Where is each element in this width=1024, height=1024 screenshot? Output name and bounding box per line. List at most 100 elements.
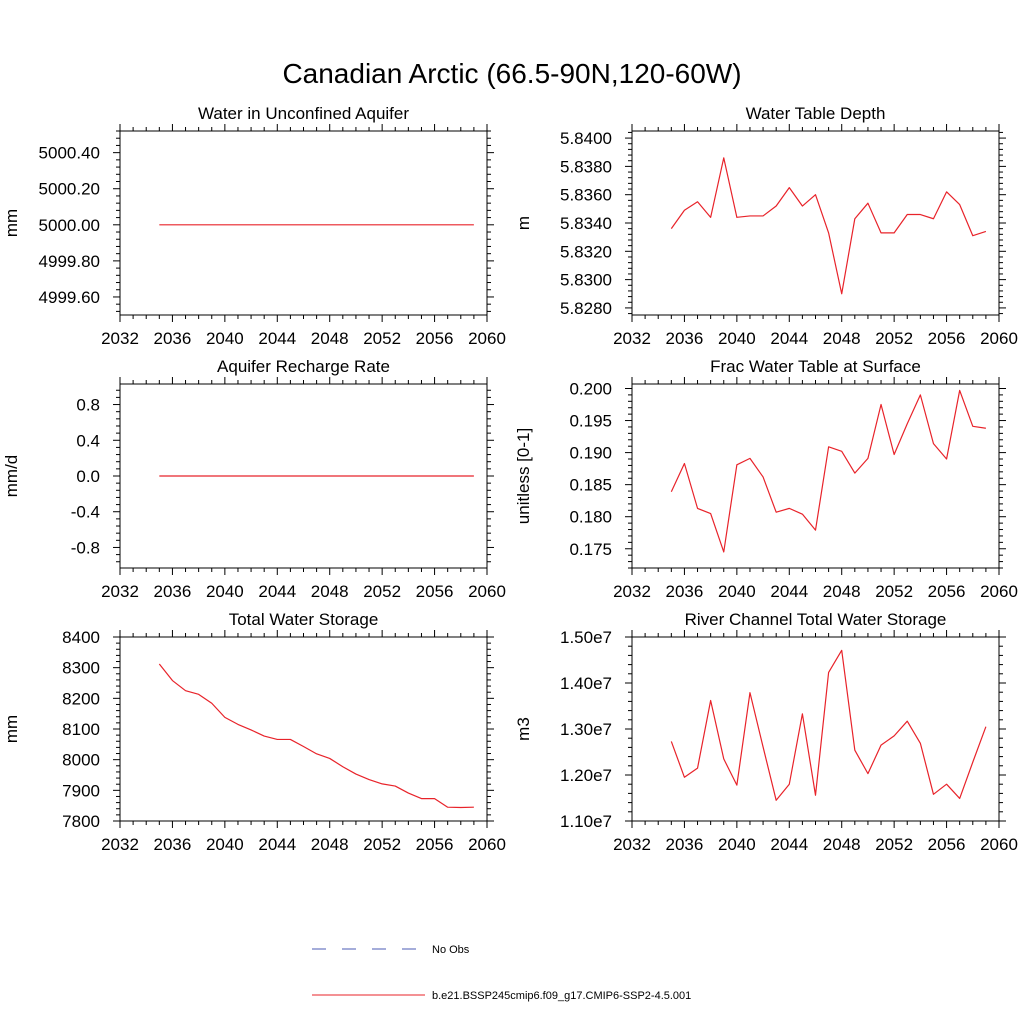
x-tick-label: 2048 xyxy=(311,835,349,854)
y-tick-label: 5.8280 xyxy=(560,299,612,318)
y-tick-label: 4999.80 xyxy=(39,252,100,271)
y-tick-label: 5.8380 xyxy=(560,157,612,176)
x-tick-label: 2040 xyxy=(206,582,244,601)
y-axis-label: m xyxy=(514,216,533,230)
x-tick-label: 2036 xyxy=(154,835,192,854)
y-tick-label: 0.4 xyxy=(76,431,100,450)
y-tick-label: 5000.40 xyxy=(39,144,100,163)
figure-title: Canadian Arctic (66.5-90N,120-60W) xyxy=(282,58,741,89)
x-tick-label: 2052 xyxy=(875,582,913,601)
legend: No Obs b.e21.BSSP245cmip6.f09_g17.CMIP6-… xyxy=(312,944,691,1002)
x-tick-label: 2048 xyxy=(823,329,861,348)
x-tick-label: 2048 xyxy=(311,329,349,348)
x-tick-label: 2060 xyxy=(980,835,1018,854)
y-tick-label: 4999.60 xyxy=(39,288,100,307)
x-tick-label: 2036 xyxy=(666,329,704,348)
y-tick-label: 5.8340 xyxy=(560,214,612,233)
x-tick-label: 2032 xyxy=(613,835,651,854)
y-tick-label: 5000.20 xyxy=(39,180,100,199)
y-tick-label: 0.190 xyxy=(569,444,612,463)
y-tick-label: -0.8 xyxy=(71,538,100,557)
y-tick-label: 1.50e7 xyxy=(560,628,612,647)
y-tick-label: 0.200 xyxy=(569,379,612,398)
series-line-model xyxy=(158,663,474,809)
x-tick-label: 2040 xyxy=(206,329,244,348)
x-tick-label: 2056 xyxy=(928,835,966,854)
y-tick-label: 5.8360 xyxy=(560,186,612,205)
panel-title: River Channel Total Water Storage xyxy=(685,610,947,629)
panel-title: Total Water Storage xyxy=(229,610,379,629)
x-tick-label: 2044 xyxy=(770,329,808,348)
y-tick-label: 0.180 xyxy=(569,508,612,527)
x-tick-label: 2032 xyxy=(613,329,651,348)
y-axis-label: unitless [0-1] xyxy=(514,428,533,524)
chart-panel-3: Aquifer Recharge Rate mm/d 2032 2036 2040 204… xyxy=(2,357,506,601)
panel-title: Water Table Depth xyxy=(746,104,886,123)
chart-panel-5: Total Water Storage mm 2032 2036 2040 2044 204… xyxy=(2,610,506,854)
plot-frame xyxy=(631,383,1000,569)
x-tick-label: 2052 xyxy=(363,835,401,854)
x-tick-label: 2052 xyxy=(875,329,913,348)
chart-panel-2: Water Table Depth m 2032 2036 2040 2044 2048 20… xyxy=(514,104,1018,348)
y-tick-label: 8100 xyxy=(62,720,100,739)
x-tick-label: 2040 xyxy=(718,582,756,601)
x-tick-label: 2032 xyxy=(613,582,651,601)
y-tick-label: 7900 xyxy=(62,781,100,800)
y-tick-label: 5.8400 xyxy=(560,129,612,148)
y-tick-label: 0.8 xyxy=(76,396,100,415)
x-tick-label: 2056 xyxy=(928,329,966,348)
x-tick-label: 2056 xyxy=(416,835,454,854)
y-tick-label: 7800 xyxy=(62,812,100,831)
x-tick-label: 2032 xyxy=(101,329,139,348)
x-tick-label: 2036 xyxy=(666,835,704,854)
y-tick-label: 1.30e7 xyxy=(560,720,612,739)
y-axis-label: mm xyxy=(2,715,21,743)
x-tick-label: 2060 xyxy=(980,582,1018,601)
y-axis-label: mm xyxy=(2,209,21,237)
x-tick-label: 2032 xyxy=(101,582,139,601)
x-tick-label: 2048 xyxy=(823,835,861,854)
y-tick-label: 8200 xyxy=(62,689,100,708)
y-tick-label: 8400 xyxy=(62,628,100,647)
plot-frame xyxy=(631,130,1000,316)
y-tick-label: 5.8320 xyxy=(560,242,612,261)
x-tick-label: 2048 xyxy=(823,582,861,601)
legend-model-label: b.e21.BSSP245cmip6.f09_g17.CMIP6-SSP2-4.… xyxy=(432,990,691,1002)
y-tick-label: 5000.00 xyxy=(39,216,100,235)
y-tick-label: 0.185 xyxy=(569,476,612,495)
plot-frame xyxy=(119,130,488,316)
legend-obs-label: No Obs xyxy=(432,944,470,956)
series-line-model xyxy=(670,649,987,801)
panel-title: Frac Water Table at Surface xyxy=(710,357,921,376)
x-tick-label: 2044 xyxy=(258,329,296,348)
x-tick-label: 2040 xyxy=(718,835,756,854)
chart-panel-6: River Channel Total Water Storage m3 2032 2… xyxy=(514,610,1018,854)
x-tick-label: 2048 xyxy=(311,582,349,601)
y-tick-label: -0.4 xyxy=(71,503,100,522)
y-tick-label: 1.20e7 xyxy=(560,766,612,785)
x-tick-label: 2044 xyxy=(258,582,296,601)
plot-frame xyxy=(119,636,488,822)
chart-panel-4: Frac Water Table at Surface unitless [0-1… xyxy=(514,357,1018,601)
y-tick-label: 1.40e7 xyxy=(560,674,612,693)
x-tick-label: 2060 xyxy=(468,582,506,601)
y-tick-label: 0.195 xyxy=(569,412,612,431)
x-tick-label: 2044 xyxy=(770,582,808,601)
x-tick-label: 2052 xyxy=(363,329,401,348)
panel-title: Water in Unconfined Aquifer xyxy=(198,104,409,123)
x-tick-label: 2056 xyxy=(416,329,454,348)
y-axis-label: m3 xyxy=(514,717,533,741)
x-tick-label: 2052 xyxy=(875,835,913,854)
y-tick-label: 0.175 xyxy=(569,540,612,559)
x-tick-label: 2032 xyxy=(101,835,139,854)
x-tick-label: 2036 xyxy=(154,582,192,601)
chart-panel-1: Water in Unconfined Aquifer mm 2032 2036 204… xyxy=(2,104,506,348)
x-tick-label: 2060 xyxy=(980,329,1018,348)
x-tick-label: 2036 xyxy=(154,329,192,348)
x-tick-label: 2060 xyxy=(468,329,506,348)
y-tick-label: 0.0 xyxy=(76,467,100,486)
x-tick-label: 2040 xyxy=(206,835,244,854)
panel-grid: Water in Unconfined Aquifer mm 2032 2036 204… xyxy=(2,104,1018,854)
y-axis-label: mm/d xyxy=(2,455,21,498)
